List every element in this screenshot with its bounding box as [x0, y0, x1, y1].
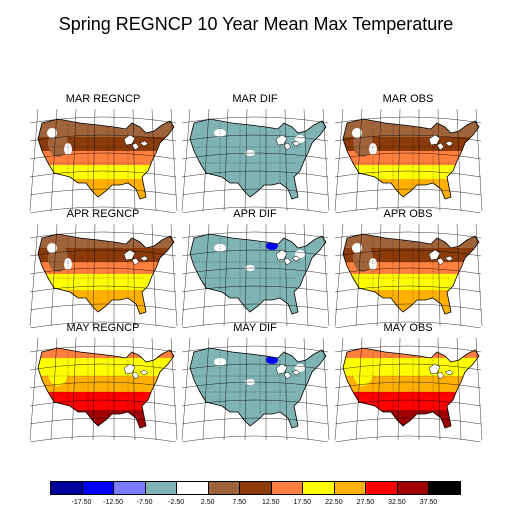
map-apr-dif — [181, 223, 330, 328]
colorbar — [50, 481, 461, 495]
panel-label-may-regncp: MAY REGNCP — [66, 322, 140, 334]
colorbar-tick-label: -7.50 — [136, 499, 153, 506]
map-panel-apr-dif: APR DIF — [180, 208, 330, 328]
colorbar-tick-label: -17.50 — [71, 499, 92, 506]
map-mar-regncp — [29, 108, 178, 213]
colorbar-tick-label: 7.50 — [232, 499, 247, 506]
map-panel-mar-dif: MAR DIF — [180, 93, 330, 213]
panel-label-apr-obs: APR OBS — [383, 208, 433, 220]
colorbar-cell — [333, 481, 367, 495]
map-title: Spring REGNCP 10 Year Mean Max Temperatu… — [58, 14, 454, 34]
colorbar-cell — [207, 481, 241, 495]
colorbar-cell — [113, 481, 146, 495]
colorbar-cell — [239, 481, 272, 495]
colorbar-cell — [365, 481, 398, 495]
map-apr-regncp — [29, 223, 178, 328]
colorbar-tick-label: 17.50 — [293, 499, 312, 506]
colorbar-tick-label: -12.50 — [103, 499, 123, 506]
panel-label-may-dif: MAY DIF — [233, 322, 277, 334]
map-may-regncp — [29, 337, 178, 442]
map-mar-dif — [181, 108, 330, 213]
colorbar-tick-label: 37.50 — [419, 499, 438, 506]
map-may-obs — [334, 337, 483, 442]
map-mar-obs — [334, 108, 483, 213]
panel-label-mar-regncp: MAR REGNCP — [65, 93, 141, 105]
colorbar-cell — [144, 481, 178, 495]
panel-label-may-obs: MAY OBS — [383, 322, 433, 334]
colorbar-tick-label: 12.50 — [262, 499, 280, 506]
colorbar-tick-label: 22.50 — [325, 499, 343, 506]
colorbar-cell — [176, 481, 209, 495]
colorbar-tick-label: -2.50 — [168, 499, 185, 506]
colorbar-cell — [270, 481, 304, 495]
map-panel-apr-regncp: APR REGNCP — [28, 208, 178, 328]
colorbar-cell — [428, 481, 461, 495]
colorbar-tick-label: 2.50 — [200, 499, 215, 506]
map-apr-obs — [334, 223, 483, 328]
map-may-dif — [181, 337, 330, 442]
colorbar-cell — [50, 481, 83, 495]
map-panel-mar-regncp: MAR REGNCP — [28, 93, 178, 213]
colorbar-cell — [396, 481, 430, 495]
colorbar-cell — [302, 481, 335, 495]
map-panel-may-dif: MAY DIF — [180, 322, 330, 442]
map-panel-may-regncp: MAY REGNCP — [28, 322, 178, 442]
map-panel-apr-obs: APR OBS — [333, 208, 483, 328]
panel-label-mar-dif: MAR DIF — [232, 93, 278, 105]
map-panel-mar-obs: MAR OBS — [333, 93, 483, 213]
colorbar-tick-label: 32.50 — [388, 499, 406, 506]
colorbar-cell — [81, 481, 115, 495]
panel-label-mar-obs: MAR OBS — [382, 93, 434, 105]
colorbar-tick-label: 27.50 — [356, 499, 375, 506]
panel-label-apr-regncp: APR REGNCP — [66, 208, 140, 220]
panel-label-apr-dif: APR DIF — [233, 208, 277, 220]
map-panel-may-obs: MAY OBS — [333, 322, 483, 442]
